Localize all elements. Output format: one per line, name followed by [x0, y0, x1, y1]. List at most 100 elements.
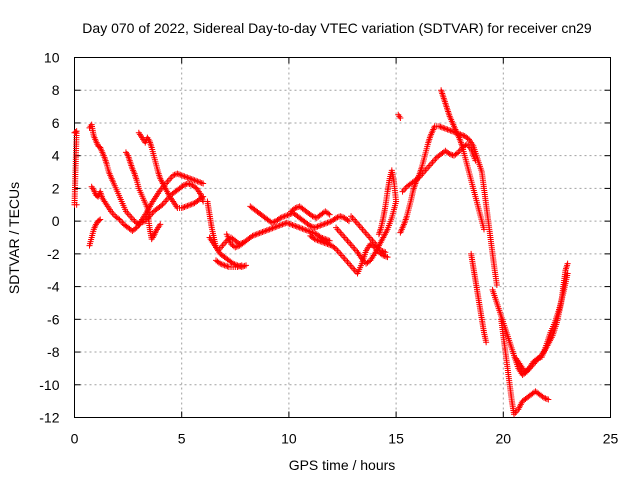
data-point — [440, 124, 447, 131]
data-point — [444, 126, 451, 133]
data-point — [187, 201, 194, 208]
data-point — [170, 172, 177, 179]
data-point — [323, 240, 330, 247]
data-point — [458, 131, 465, 138]
data-point — [437, 123, 444, 130]
data-point — [275, 223, 282, 230]
x-axis-label: GPS time / hours — [289, 457, 396, 473]
y-tick-labels: 10 8 6 4 2 0 -2 -4 -6 -8 -10 -12 — [39, 50, 59, 426]
data-point — [317, 238, 324, 245]
data-point — [305, 227, 312, 234]
data-point — [285, 220, 292, 227]
data-point — [259, 229, 266, 236]
y-tick-label: 0 — [52, 213, 60, 229]
data-point — [295, 224, 302, 231]
data-point — [185, 175, 192, 182]
data-point — [318, 238, 325, 245]
data-point — [184, 174, 191, 181]
data-point — [258, 229, 265, 236]
data-point — [192, 177, 199, 184]
data-point — [325, 210, 332, 217]
data-point — [262, 227, 269, 234]
data-point — [285, 211, 292, 218]
data-point — [415, 175, 422, 182]
x-tick-label: 20 — [496, 431, 512, 447]
data-point — [295, 203, 302, 210]
data-point — [231, 261, 238, 268]
data-point — [186, 181, 193, 188]
data-point — [445, 127, 452, 134]
data-point — [194, 178, 201, 185]
data-point — [96, 217, 103, 224]
data-point — [180, 204, 187, 211]
data-point — [290, 222, 297, 229]
data-point — [334, 214, 341, 221]
data-point — [293, 223, 300, 230]
data-point — [253, 231, 260, 238]
data-point — [325, 241, 332, 248]
data-point — [397, 115, 404, 122]
data-point — [273, 223, 280, 230]
y-tick-label: -8 — [47, 344, 60, 360]
data-point — [223, 262, 230, 269]
y-axis-label: SDTVAR / TECUs — [6, 182, 22, 294]
data-point — [249, 232, 256, 239]
data-point — [338, 213, 345, 220]
data-point — [234, 263, 241, 270]
data-point — [320, 221, 327, 228]
data-point — [545, 396, 552, 403]
data-point — [181, 173, 188, 180]
data-point — [73, 201, 80, 208]
data-point — [308, 223, 315, 230]
data-point — [524, 366, 531, 373]
data-point — [383, 253, 390, 260]
y-tick-label: -4 — [47, 279, 60, 295]
data-point — [344, 217, 351, 224]
data-point — [323, 220, 330, 227]
data-point — [250, 232, 257, 239]
data-marks — [71, 87, 571, 418]
data-point — [190, 176, 197, 183]
data-point — [315, 223, 322, 230]
data-point — [300, 226, 307, 233]
x-tick-label: 0 — [71, 431, 79, 447]
data-point — [337, 213, 344, 220]
y-tick-label: -2 — [47, 246, 60, 262]
data-point — [188, 201, 195, 208]
data-point — [182, 173, 189, 180]
data-point — [314, 223, 321, 230]
data-point — [319, 235, 326, 242]
x-tick-label: 5 — [178, 431, 186, 447]
data-point — [446, 151, 453, 158]
data-point — [541, 394, 548, 401]
data-point — [184, 202, 191, 209]
data-point — [238, 262, 245, 269]
data-point — [255, 230, 262, 237]
data-point — [324, 241, 331, 248]
data-point — [379, 248, 386, 255]
data-point — [543, 395, 550, 402]
data-point — [280, 220, 287, 227]
data-point — [178, 205, 185, 212]
data-point — [318, 221, 325, 228]
data-point — [157, 221, 164, 228]
data-point — [378, 247, 385, 254]
data-point — [256, 230, 263, 237]
data-point — [182, 203, 189, 210]
data-point — [288, 221, 295, 228]
data-point — [534, 355, 541, 362]
data-point — [278, 214, 285, 221]
data-point — [306, 228, 313, 235]
plot-frame — [74, 57, 611, 418]
data-point — [299, 225, 306, 232]
data-point — [177, 171, 184, 178]
data-point — [252, 231, 259, 238]
data-point — [240, 239, 247, 246]
data-point — [321, 239, 328, 246]
data-point — [263, 227, 270, 234]
data-point — [218, 261, 225, 268]
data-point — [181, 203, 188, 210]
data-point — [283, 212, 290, 219]
x-tick-label: 25 — [603, 431, 619, 447]
data-point — [375, 231, 382, 238]
